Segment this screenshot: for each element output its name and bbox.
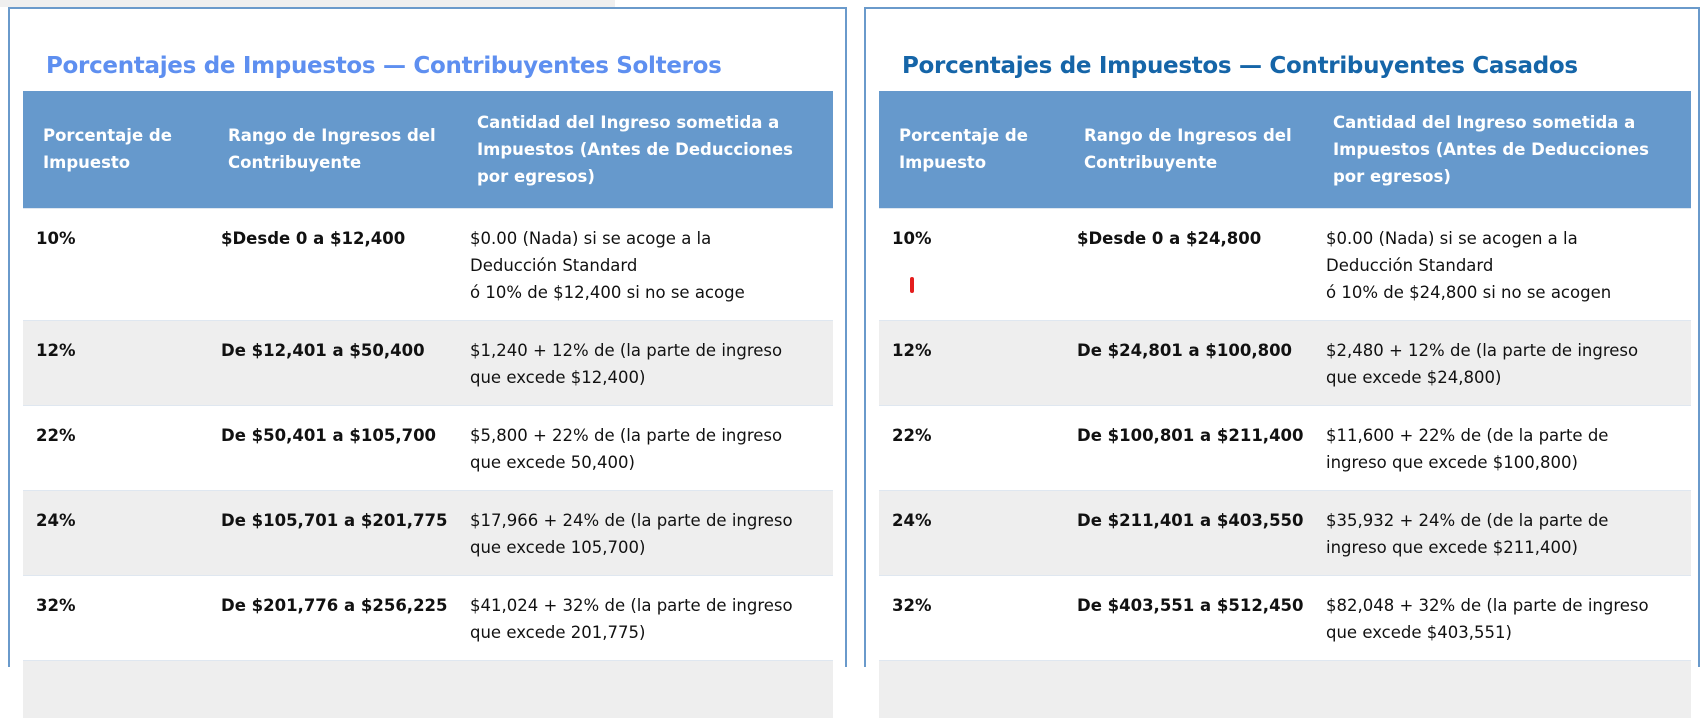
header-amount: Cantidad del Ingreso sometida a Impuesto… — [1313, 91, 1691, 208]
header-rate: Porcentaje de Impuesto — [23, 91, 208, 208]
rate-cell: 10% — [23, 207, 208, 320]
rate-cell: 24% — [23, 489, 208, 575]
amount-cell: $17,966 + 24% de (la parte de ingreso que… — [457, 489, 833, 575]
amount-line: $17,966 + 24% de (la parte de ingreso — [470, 510, 793, 530]
amount-line: $1,240 + 12% de (la parte de ingreso — [470, 340, 783, 360]
table-header-row: Porcentaje de Impuesto Rango de Ingresos… — [23, 91, 833, 208]
range-cell: De $105,701 a $201,775 — [208, 489, 457, 575]
rate-cell: 32% — [23, 574, 208, 660]
table-row-partial — [879, 659, 1691, 718]
rate-cell: 32% — [879, 574, 1064, 660]
amount-line: ó 10% de $12,400 si no se acoge — [470, 282, 745, 302]
amount-line: $5,800 + 22% de (la parte de ingreso — [470, 425, 783, 445]
amount-line: $0.00 (Nada) si se acogen a la — [1326, 228, 1578, 248]
amount-line: $82,048 + 32% de (la parte de ingreso — [1326, 595, 1649, 615]
range-cell: De $12,401 a $50,400 — [208, 319, 457, 405]
amount-line: que excede 50,400) — [470, 452, 635, 472]
amount-cell: $2,480 + 12% de (la parte de ingreso que … — [1313, 319, 1691, 405]
amount-line: Deducción Standard — [470, 255, 638, 275]
rate-cell: 12% — [23, 319, 208, 405]
table-header-row: Porcentaje de Impuesto Rango de Ingresos… — [879, 91, 1691, 208]
amount-line: $41,024 + 32% de (la parte de ingreso — [470, 595, 793, 615]
text-cursor-mark — [910, 277, 914, 293]
table-row: 24% De $105,701 a $201,775 $17,966 + 24% d… — [23, 489, 833, 575]
rate-cell: 22% — [879, 404, 1064, 490]
amount-cell: $1,240 + 12% de (la parte de ingreso que … — [457, 319, 833, 405]
amount-cell: $0.00 (Nada) si se acoge a la Deducción S… — [457, 207, 833, 320]
amount-line: ingreso que excede $100,800) — [1326, 452, 1578, 472]
range-cell: De $24,801 a $100,800 — [1064, 319, 1313, 405]
table-row: 22% De $50,401 a $105,700 $5,800 + 22% de … — [23, 404, 833, 490]
amount-line: que excede 201,775) — [470, 622, 646, 642]
amount-line: que excede 105,700) — [470, 537, 646, 557]
table-row: 32% De $403,551 a $512,450 $82,048 + 32% d… — [879, 574, 1691, 660]
panel-title: Porcentajes de Impuestos — Contribuyente… — [902, 53, 1578, 79]
amount-line: $2,480 + 12% de (la parte de ingreso — [1326, 340, 1639, 360]
amount-cell: $82,048 + 32% de (la parte de ingreso que… — [1313, 574, 1691, 660]
single-taxpayers-panel: Porcentajes de Impuestos — Contribuyente… — [8, 7, 847, 718]
amount-line: $0.00 (Nada) si se acoge a la — [470, 228, 712, 248]
panel-title: Porcentajes de Impuestos — Contribuyente… — [46, 53, 722, 79]
table-row: 22% De $100,801 a $211,400 $11,600 + 22% d… — [879, 404, 1691, 490]
rate-cell: 22% — [23, 404, 208, 490]
table-row: 10% $Desde 0 a $24,800 $0.00 (Nada) si se … — [879, 207, 1691, 320]
amount-line: $11,600 + 22% de (de la parte de — [1326, 425, 1609, 445]
amount-line: que excede $24,800) — [1326, 367, 1502, 387]
range-cell: De $50,401 a $105,700 — [208, 404, 457, 490]
married-taxpayers-panel: Porcentajes de Impuestos — Contribuyente… — [864, 7, 1700, 718]
amount-cell: $41,024 + 32% de (la parte de ingreso que… — [457, 574, 833, 660]
table-row: 12% De $12,401 a $50,400 $1,240 + 12% de (… — [23, 319, 833, 405]
range-cell: De $201,776 a $256,225 — [208, 574, 457, 660]
amount-line: ingreso que excede $211,400) — [1326, 537, 1578, 557]
single-tax-table: Porcentaje de Impuesto Rango de Ingresos… — [23, 91, 833, 718]
rate-cell: 12% — [879, 319, 1064, 405]
married-tax-table: Porcentaje de Impuesto Rango de Ingresos… — [879, 91, 1691, 718]
header-amount: Cantidad del Ingreso sometida a Impuesto… — [457, 91, 833, 208]
amount-line: Deducción Standard — [1326, 255, 1494, 275]
header-rate: Porcentaje de Impuesto — [879, 91, 1064, 208]
table-row: 32% De $201,776 a $256,225 $41,024 + 32% d… — [23, 574, 833, 660]
amount-cell: $0.00 (Nada) si se acogen a la Deducción … — [1313, 207, 1691, 320]
rate-cell: 24% — [879, 489, 1064, 575]
table-row: 10% $Desde 0 a $12,400 $0.00 (Nada) si se … — [23, 207, 833, 320]
header-range: Rango de Ingresos del Contribuyente — [1064, 91, 1313, 208]
table-row-partial — [23, 659, 833, 718]
amount-line: ó 10% de $24,800 si no se acogen — [1326, 282, 1612, 302]
amount-line: que excede $403,551) — [1326, 622, 1512, 642]
header-range: Rango de Ingresos del Contribuyente — [208, 91, 457, 208]
rate-cell: 10% — [879, 207, 1064, 320]
range-cell: $Desde 0 a $24,800 — [1064, 207, 1313, 320]
top-bar — [0, 0, 615, 7]
amount-line: $35,932 + 24% de (de la parte de — [1326, 510, 1609, 530]
amount-line: que excede $12,400) — [470, 367, 646, 387]
range-cell: De $100,801 a $211,400 — [1064, 404, 1313, 490]
range-cell: De $211,401 a $403,550 — [1064, 489, 1313, 575]
table-row: 24% De $211,401 a $403,550 $35,932 + 24% d… — [879, 489, 1691, 575]
range-cell: $Desde 0 a $12,400 — [208, 207, 457, 320]
amount-cell: $11,600 + 22% de (de la parte de ingreso … — [1313, 404, 1691, 490]
amount-cell: $5,800 + 22% de (la parte de ingreso que … — [457, 404, 833, 490]
table-row: 12% De $24,801 a $100,800 $2,480 + 12% de … — [879, 319, 1691, 405]
amount-cell: $35,932 + 24% de (de la parte de ingreso … — [1313, 489, 1691, 575]
range-cell: De $403,551 a $512,450 — [1064, 574, 1313, 660]
